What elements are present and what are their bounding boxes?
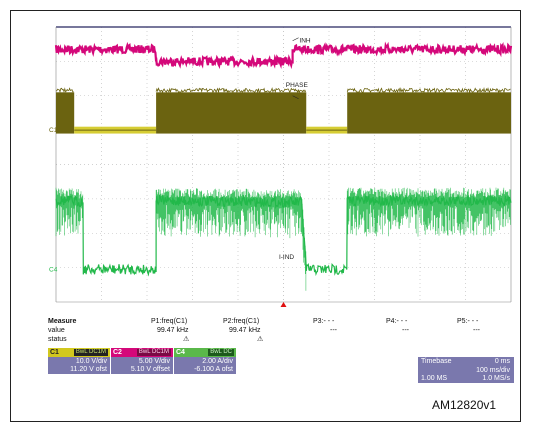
channel-c4-header: C4 BwL DC	[174, 348, 236, 357]
measure-header-label: Measure	[48, 318, 77, 325]
trace-phase-high-edge	[346, 86, 511, 94]
measure-status-label: status	[48, 336, 67, 343]
figure-id: AM12820v1	[432, 398, 497, 412]
trace-i-ind-noise-envelope	[55, 187, 511, 291]
channel-c1-tags: BwL DC1M	[73, 349, 108, 356]
ground-marker-c4: C4	[49, 266, 58, 273]
measure-p1-status-warning-icon: ⚠	[183, 336, 190, 343]
oscilloscope-screen: INH PHASE I-IND C1 C4	[49, 26, 513, 307]
channel-c4-scale: 2.00 A/div	[202, 358, 233, 365]
channel-c2-tags: BwL DC1M	[136, 349, 171, 356]
trace-phase-switching-band	[347, 92, 511, 134]
timebase-panel: Timebase 0 ms 100 ms/div 1.00 MS 1.0 MS/…	[418, 357, 514, 383]
channel-c2-scale: 5.00 V/div	[138, 358, 170, 365]
channel-c4-tags: BwL DC	[208, 349, 234, 356]
channel-c2-panel: C2 BwL DC1M 5.00 V/div 5.10 V offset	[111, 348, 173, 374]
measure-p5-name: P5:- - -	[457, 318, 479, 325]
measure-p3-name: P3:- - -	[313, 318, 335, 325]
trace-phase-high-edge	[155, 87, 307, 94]
measure-p1-name: P1:freq(C1)	[151, 318, 188, 325]
measure-p2-value: 99.47 kHz	[229, 327, 261, 334]
measure-p2-name: P2:freq(C1)	[223, 318, 260, 325]
channel-c1-name: C1	[50, 349, 59, 356]
timebase-scale: 100 ms/div	[476, 367, 510, 374]
ground-marker-c1: C1	[49, 127, 58, 134]
channel-c2-name: C2	[113, 349, 122, 356]
measure-p3-value: ---	[330, 327, 337, 334]
measure-value-label: value	[48, 327, 65, 334]
channel-c4-panel: C4 BwL DC 2.00 A/div -6.100 A ofst	[174, 348, 236, 374]
channel-c1-offset: 11.20 V ofst	[70, 366, 107, 373]
trace-inh	[54, 41, 513, 70]
timebase-rate: 1.0 MS/s	[482, 375, 510, 382]
measure-p4-name: P4:- - -	[386, 318, 408, 325]
channel-c2-header: C2 BwL DC1M	[111, 348, 173, 357]
trace-inh-label: INH	[299, 37, 311, 44]
trace-i-ind-label: I-IND	[279, 254, 294, 261]
measure-p1-value: 99.47 kHz	[157, 327, 189, 334]
channel-c1-panel: C1 BwL DC1M 10.0 V/div 11.20 V ofst	[48, 348, 110, 374]
channel-c1-scale: 10.0 V/div	[75, 358, 107, 365]
timebase-delay: 0 ms	[494, 358, 510, 365]
trace-phase-label: PHASE	[286, 82, 309, 89]
channel-c4-offset: -6.100 A ofst	[194, 366, 233, 373]
trace-phase-high-edge	[55, 87, 74, 94]
measure-p5-value: ---	[473, 327, 480, 334]
timebase-label: Timebase	[421, 358, 452, 365]
measure-p4-value: ---	[402, 327, 409, 334]
channel-c2-offset: 5.10 V offset	[130, 366, 170, 373]
trace-inh-label-pointer	[292, 37, 299, 42]
channel-c4-name: C4	[176, 349, 185, 356]
trace-phase-switching-band	[156, 92, 307, 134]
trigger-marker-icon	[280, 302, 287, 307]
timebase-samples: 1.00 MS	[421, 375, 448, 382]
trace-phase-label-pointer	[292, 95, 299, 100]
measure-p2-status-warning-icon: ⚠	[257, 336, 264, 343]
trace-phase-switching-band	[56, 92, 75, 134]
channel-c1-header: C1 BwL DC1M	[48, 348, 110, 357]
figure-frame: INH PHASE I-IND C1 C4 Measure P1:freq(C1) P2…	[10, 10, 521, 422]
